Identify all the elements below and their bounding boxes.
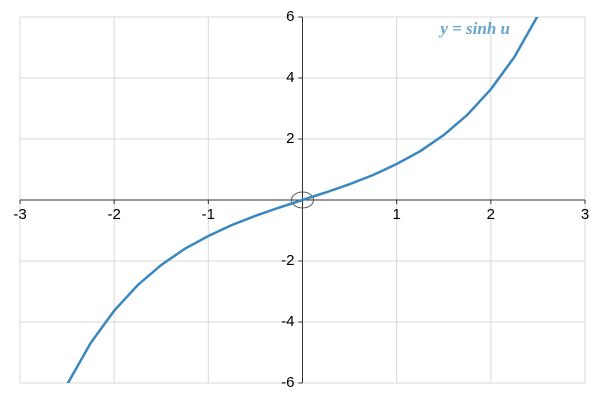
- x-tick-label: 1: [392, 206, 400, 223]
- y-tick-label: 6: [286, 8, 294, 25]
- x-tick-label: 2: [487, 206, 495, 223]
- plot-area: [66, 17, 539, 383]
- x-tick-label: -2: [107, 206, 120, 223]
- labels: -3 -2 -1 1 2 3 -6 -4 -2 2 4 6: [13, 8, 589, 391]
- x-tick-label: -3: [13, 206, 26, 223]
- y-tick-label: -2: [281, 252, 294, 269]
- origin-marker: [291, 191, 314, 209]
- y-tick-label: 4: [286, 69, 294, 86]
- y-tick-label: 2: [286, 130, 294, 147]
- y-tick-label: -6: [281, 374, 294, 391]
- line-series: [66, 17, 539, 383]
- y-tick-label: -4: [281, 313, 294, 330]
- annotation: y = sinh u: [438, 19, 510, 38]
- x-tick-label: -1: [202, 206, 215, 223]
- x-tick-label: 3: [581, 206, 589, 223]
